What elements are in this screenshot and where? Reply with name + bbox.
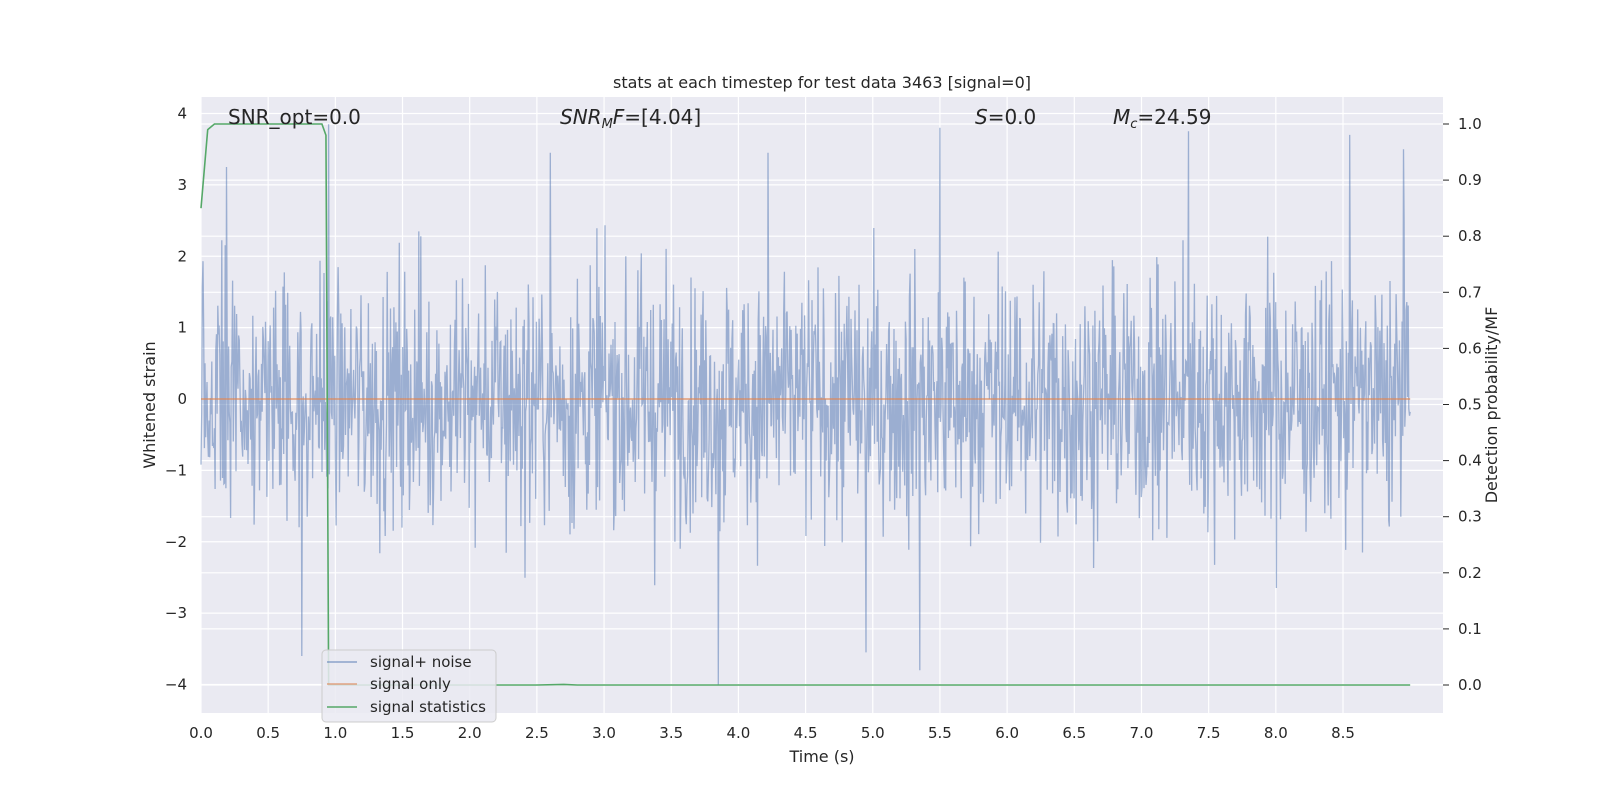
x-tick-label: 4.5 [794,724,818,742]
annotation-snr-opt: SNR_opt=0.0 [228,105,361,129]
y-right-tick-label: 0.3 [1458,508,1482,526]
y-tick-label: −4 [165,676,187,694]
signal-statistics-line [200,123,1411,686]
y-tick-label: 4 [177,105,187,123]
annotation-snr-mf-symbol: SNR [560,105,602,129]
x-tick-label: 8.0 [1264,724,1288,742]
y-right-tick-label: 0.4 [1458,452,1482,470]
annotation-mc-value: =24.59 [1137,105,1211,129]
legend-label-signal-noise: signal+ noise [370,653,472,671]
y-right-tick-label: 0.6 [1458,339,1482,357]
chart-title: stats at each timestep for test data 346… [613,73,1031,92]
y-tick-label: 3 [177,176,187,194]
y-right-tick-label: 0.9 [1458,171,1482,189]
y-tick-label: 0 [177,390,187,408]
y-right-tick-label: 0.0 [1458,676,1482,694]
x-tick-label: 3.5 [659,724,683,742]
x-tick-label: 7.0 [1130,724,1154,742]
x-tick-label: 1.0 [323,724,347,742]
y-right-axis-label: Detection probability/MF [1482,307,1501,504]
y-right-tick-label: 0.5 [1458,396,1482,414]
x-tick-label: 7.5 [1197,724,1221,742]
annotation-s: S=0.0 [975,105,1036,129]
noise-trace [200,124,1411,685]
series-signal-statistics [200,123,1411,686]
annotation-s-value: =0.0 [988,105,1037,129]
x-tick-label: 6.0 [995,724,1019,742]
annotation-snr-mf-subscript: M [602,117,613,132]
x-tick-label: 4.0 [726,724,750,742]
annotation-snr-mf-symbol-2: F [613,105,625,129]
annotation-mc-subscript: c [1130,117,1137,132]
series-signal-noise [200,124,1411,685]
x-tick-label: 2.5 [525,724,549,742]
y-right-tick-label: 0.1 [1458,620,1482,638]
axes-text: 0.0 0.5 1.0 1.5 2.0 2.5 3.0 3.5 4.0 4.5 5.0 5.5 6.0 6… [165,105,1482,743]
annotation-mc: Mc=24.59 [1113,105,1211,132]
y-right-tick-label: 0.8 [1458,227,1482,245]
y-right-tick-label: 0.2 [1458,564,1482,582]
y-axis-label: Whitened strain [140,341,159,468]
x-tick-label: 2.0 [458,724,482,742]
x-tick-label: 5.0 [861,724,885,742]
x-tick-label: 1.5 [391,724,415,742]
y-tick-label: 1 [177,319,187,337]
legend-label-signal-statistics: signal statistics [370,698,486,716]
legend: signal+ noise signal only signal statist… [321,649,497,723]
y-tick-label: −1 [165,461,187,479]
annotation-s-symbol: S [975,105,988,129]
x-tick-label: 0.5 [256,724,280,742]
y-tick-label: 2 [177,247,187,265]
y-tick-label: −2 [165,533,187,551]
y-right-tick-label: 0.7 [1458,283,1482,301]
x-tick-label: 5.5 [928,724,952,742]
y-tick-label: −3 [165,604,187,622]
x-tick-label: 0.0 [189,724,213,742]
x-tick-label: 8.5 [1331,724,1355,742]
x-axis-label: Time (s) [788,747,854,766]
legend-label-signal-only: signal only [370,675,451,693]
x-tick-label: 6.5 [1062,724,1086,742]
annotations: SNR_opt=0.0 SNRMF=[4.04] S=0.0 Mc=24.59 [228,105,1211,132]
annotation-mc-symbol: M [1113,105,1130,129]
x-tick-label: 3.0 [592,724,616,742]
annotation-snr-mf: SNRMF=[4.04] [560,105,701,132]
legend-box [321,649,497,723]
annotation-snr-mf-value: =[4.04] [624,105,701,129]
y-right-tick-label: 1.0 [1458,115,1482,133]
